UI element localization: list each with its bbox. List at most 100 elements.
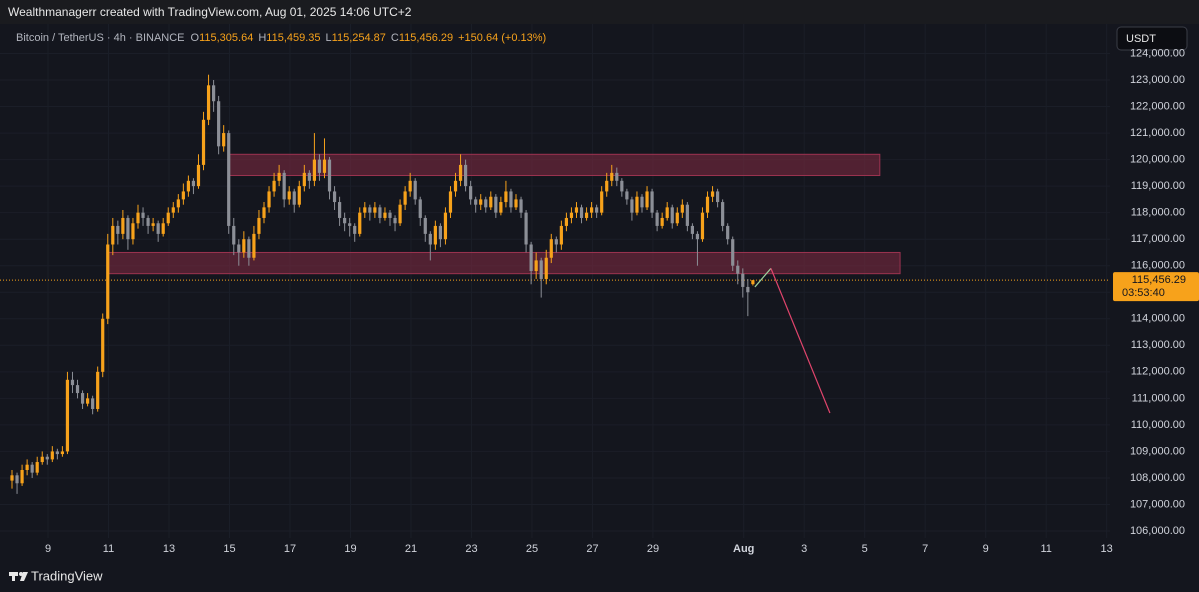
y-tick-label: 119,000.00 <box>1131 180 1185 192</box>
candle-body <box>272 180 276 192</box>
footer-bar <box>0 562 1199 592</box>
candle-body <box>675 212 679 224</box>
legend-value: 115,459.35 <box>266 32 320 44</box>
candle-body <box>222 133 226 147</box>
candle-body <box>151 223 155 226</box>
candle-body <box>80 393 85 404</box>
candle-body <box>625 191 629 200</box>
candle-body <box>101 318 105 372</box>
candle-body <box>464 164 468 187</box>
candle-body <box>710 191 715 197</box>
candle-body <box>317 159 322 173</box>
y-tick-label: 116,000.00 <box>1131 260 1185 272</box>
candle-body <box>504 191 508 203</box>
candle-body <box>55 451 59 455</box>
candle-body <box>600 191 604 213</box>
legend-key: O <box>191 32 200 44</box>
y-tick-label: 123,000.00 <box>1130 74 1185 86</box>
candle-body <box>519 199 523 213</box>
candle-body <box>716 191 720 203</box>
candle-body <box>569 212 574 218</box>
candle-body <box>75 385 80 394</box>
candle-body <box>242 239 246 253</box>
legend-value: 115,254.87 <box>332 32 386 44</box>
candle-body <box>302 172 306 187</box>
candle-body <box>217 101 221 147</box>
currency-box <box>1116 26 1188 51</box>
candle-body <box>161 223 165 234</box>
legend-key: H <box>258 32 266 44</box>
candle-body <box>645 191 649 208</box>
candle-body <box>650 191 654 213</box>
candle-body <box>50 451 54 460</box>
candle-body <box>479 199 483 205</box>
x-tick-label: 3 <box>801 543 807 555</box>
candle-body <box>544 257 548 279</box>
candle-body <box>136 212 140 224</box>
x-tick-label: Aug <box>733 543 754 555</box>
y-tick-label: 124,000.00 <box>1130 47 1185 59</box>
candle-body <box>292 191 296 205</box>
candle-body <box>595 207 599 213</box>
candle-body <box>539 260 543 279</box>
candle-body <box>670 207 674 224</box>
candle-body <box>690 225 694 234</box>
candle-body <box>181 191 185 200</box>
y-tick-label: 107,000.00 <box>1130 498 1185 510</box>
candle-body <box>287 191 291 200</box>
candle-body <box>25 464 29 471</box>
candle-body <box>635 196 639 213</box>
candle-body <box>514 199 518 208</box>
candle-body <box>393 217 397 224</box>
x-tick-label: 25 <box>526 543 538 555</box>
legend-key: C <box>391 32 399 44</box>
x-tick-label: 21 <box>405 543 417 555</box>
credit: Wealthmanagerr created with TradingView.… <box>8 5 412 19</box>
candle-body <box>610 172 614 181</box>
candle-body <box>35 462 39 473</box>
y-tick-label: 111,000.00 <box>1132 392 1185 404</box>
candle-body <box>655 212 659 226</box>
candle-body <box>282 172 286 200</box>
candle-body <box>60 451 64 455</box>
candle-body <box>65 379 70 452</box>
candle-body <box>428 233 432 245</box>
y-tick-label: 110,000.00 <box>1131 419 1185 431</box>
candle-body <box>307 172 311 181</box>
candle-body <box>584 212 589 218</box>
candle-body <box>267 191 271 208</box>
candle-body <box>665 207 669 218</box>
candle-body <box>358 212 362 234</box>
candle-body <box>206 85 211 120</box>
candle-body <box>509 191 513 208</box>
brand: TradingView <box>31 568 103 583</box>
candle-body <box>96 371 100 409</box>
x-tick-label: 19 <box>344 543 356 555</box>
x-tick-label: 9 <box>45 543 51 555</box>
candle-body <box>45 456 49 460</box>
candle-body <box>121 217 125 234</box>
candle-body <box>443 212 448 240</box>
candle-body <box>524 212 528 245</box>
x-tick-label: 27 <box>586 543 598 555</box>
symbol: Bitcoin / TetherUS · 4h · BINANCE <box>16 32 185 44</box>
candle-body <box>91 398 95 409</box>
y-tick-label: 120,000.00 <box>1130 154 1185 166</box>
candle-body <box>146 217 150 226</box>
candle-body <box>630 199 634 213</box>
x-tick-label: 5 <box>862 543 868 555</box>
candle-body <box>554 239 558 245</box>
candle-body <box>116 225 120 234</box>
currency: USDT <box>1126 33 1156 45</box>
projection-line <box>770 268 831 414</box>
legend: Bitcoin / TetherUS · 4h · BINANCE O115,30… <box>16 32 546 44</box>
candle-body <box>453 180 458 192</box>
y-tick-label: 106,000.00 <box>1130 525 1185 537</box>
candle-body <box>10 475 14 481</box>
y-tick-label: 109,000.00 <box>1130 445 1185 457</box>
candle-body <box>322 159 327 173</box>
candle-body <box>141 212 145 218</box>
candle-body <box>297 186 301 205</box>
candle-body <box>695 233 700 240</box>
candle-body <box>685 204 689 226</box>
